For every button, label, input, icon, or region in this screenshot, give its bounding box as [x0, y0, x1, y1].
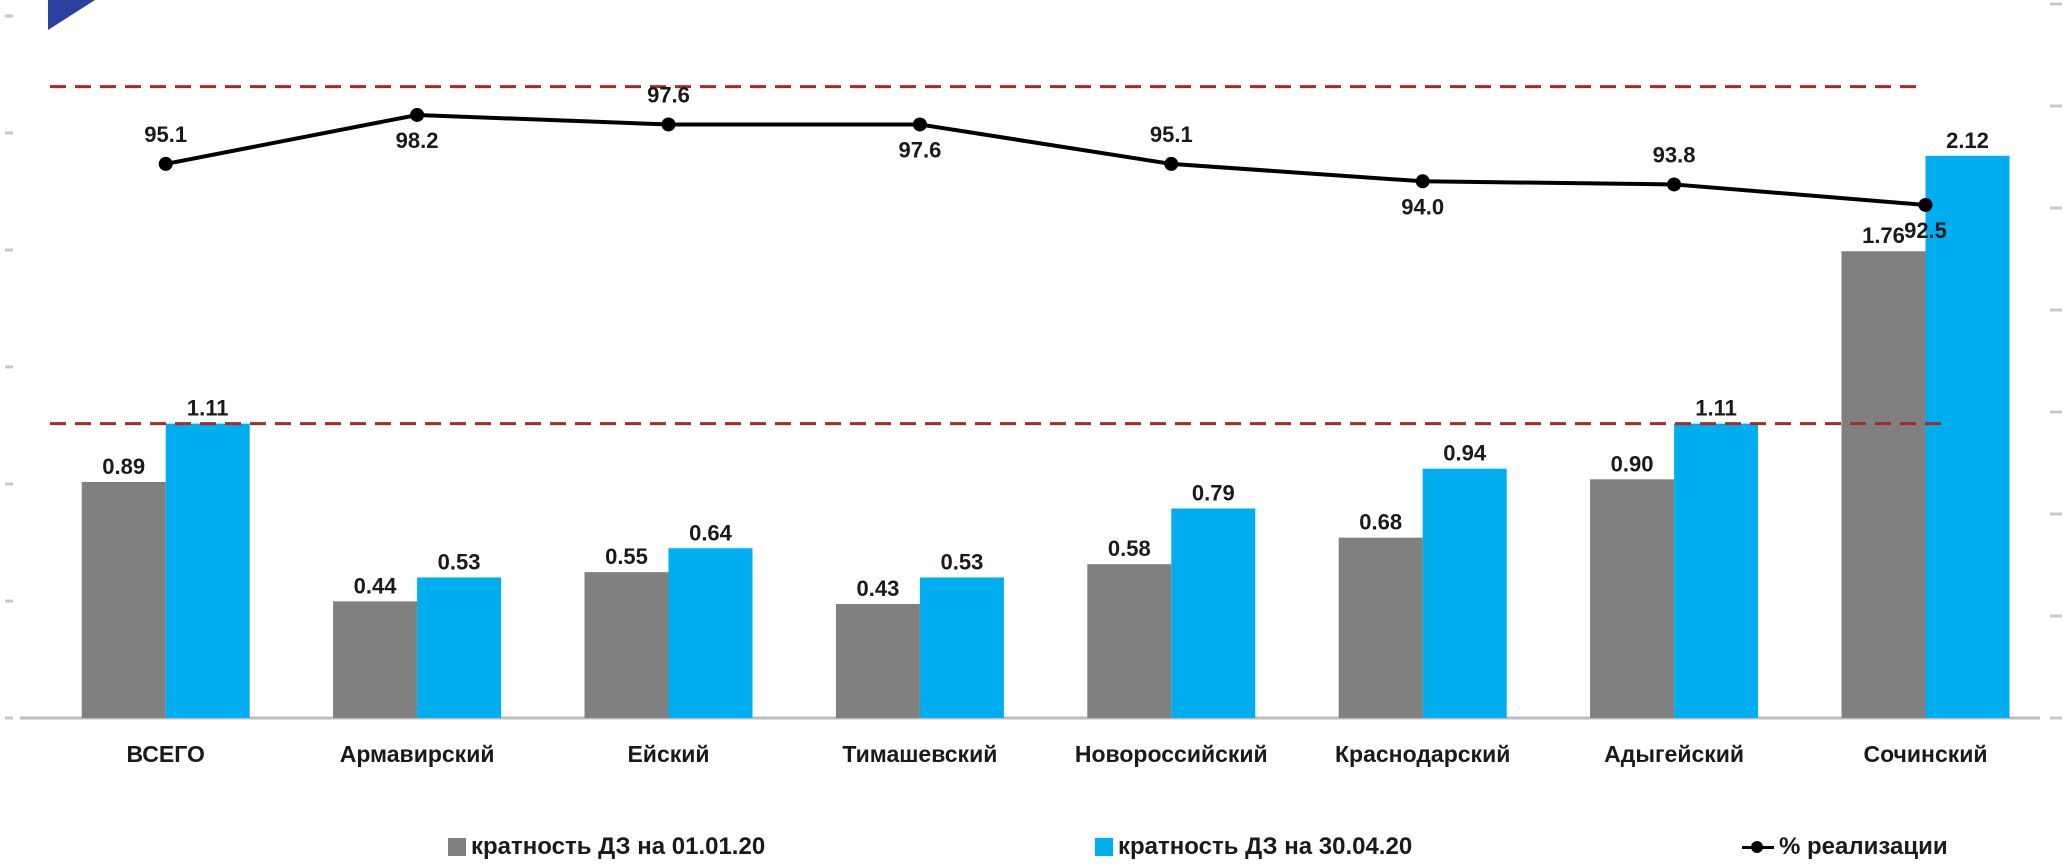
bar-blue — [1422, 468, 1507, 718]
bar-value-label: 0.90 — [1611, 451, 1654, 476]
line-point — [1918, 197, 1933, 212]
category-label: Тимашевский — [842, 741, 997, 767]
category-label: ВСЕГО — [127, 741, 205, 767]
legend-swatch-gray — [448, 838, 466, 856]
line-point — [912, 117, 927, 132]
data-labels: 0.89 1.11 0.44 0.53 0.55 0.64 0.43 0.53 0.58 0.79… — [102, 82, 1989, 601]
bar-value-label: 0.43 — [856, 576, 899, 601]
bar-gray — [584, 572, 669, 718]
bar-blue — [919, 577, 1004, 718]
bar-gray — [1590, 479, 1675, 718]
legend-label-series-3: % реализации — [1779, 833, 1948, 860]
legend-item-series-2: кратность ДЗ на 30.04.20 — [1095, 830, 1412, 864]
category-labels: ВСЕГО Армавирский Ейский Тимашевский Новорос… — [127, 741, 1988, 767]
bar-blue — [1171, 508, 1256, 718]
bar-gray — [333, 601, 418, 718]
bar-gray — [81, 481, 166, 718]
corner-decoration — [48, 0, 95, 30]
line-value-label: 93.8 — [1653, 142, 1696, 167]
bar-value-label: 1.11 — [1695, 396, 1737, 421]
bar-blue — [1674, 423, 1759, 718]
bar-blue — [417, 577, 502, 718]
line-point — [410, 107, 425, 122]
category-label: Новороссийский — [1075, 741, 1268, 767]
bar-gray — [835, 603, 920, 718]
bars-group — [81, 155, 2010, 719]
bar-value-label: 0.53 — [940, 549, 983, 574]
bar-value-label: 0.68 — [1359, 510, 1402, 535]
bar-blue — [1925, 155, 2010, 718]
bar-blue — [165, 423, 250, 718]
bar-value-label: 1.11 — [187, 396, 229, 421]
bar-value-label: 0.53 — [438, 549, 481, 574]
line-value-label: 95.1 — [1150, 122, 1193, 147]
left-axis-ticks — [5, 14, 13, 720]
bar-value-label: 0.58 — [1108, 536, 1151, 561]
legend-swatch-blue — [1095, 838, 1113, 856]
line-point — [1415, 174, 1430, 189]
line-series — [158, 107, 1933, 212]
bar-gray — [1338, 537, 1423, 718]
bar-value-label: 0.64 — [689, 520, 733, 545]
line-series-path — [165, 112, 1926, 207]
line-point — [1667, 177, 1682, 192]
bar-value-label: 0.79 — [1192, 480, 1235, 505]
bar-value-label: 2.12 — [1946, 128, 1989, 153]
legend-label-series-1: кратность ДЗ на 01.01.20 — [471, 833, 766, 860]
category-label: Адыгейский — [1604, 741, 1744, 767]
bar-value-label: 0.94 — [1443, 441, 1487, 466]
bar-gray — [1087, 564, 1172, 718]
reference-lines — [50, 85, 1950, 426]
line-value-label: 97.6 — [647, 82, 690, 107]
line-value-label: 95.1 — [144, 122, 187, 147]
line-point — [1164, 156, 1179, 171]
legend-label-series-2: кратность ДЗ на 30.04.20 — [1118, 833, 1413, 860]
category-label: Сочинский — [1863, 741, 1987, 767]
category-label: Армавирский — [340, 741, 495, 767]
line-value-label: 97.6 — [898, 137, 941, 162]
legend-line-marker-icon — [1742, 838, 1774, 856]
right-axis-ticks — [2050, 2, 2062, 720]
bar-value-label: 0.55 — [605, 544, 648, 569]
bar-value-label: 0.44 — [354, 573, 398, 598]
line-value-label: 94.0 — [1401, 194, 1444, 219]
bar-blue — [668, 548, 753, 718]
bar-value-label: 1.76 — [1862, 223, 1905, 248]
bar-value-label: 0.89 — [102, 454, 145, 479]
legend-item-series-3: % реализации — [1742, 830, 1948, 864]
category-label: Краснодарский — [1335, 741, 1510, 767]
line-point — [661, 117, 676, 132]
line-point — [158, 156, 173, 171]
bar-gray — [1841, 251, 1926, 719]
category-label: Ейский — [627, 741, 709, 767]
line-value-label: 92.5 — [1904, 218, 1947, 243]
legend-item-series-1: кратность ДЗ на 01.01.20 — [448, 830, 765, 864]
line-value-label: 98.2 — [396, 128, 439, 153]
